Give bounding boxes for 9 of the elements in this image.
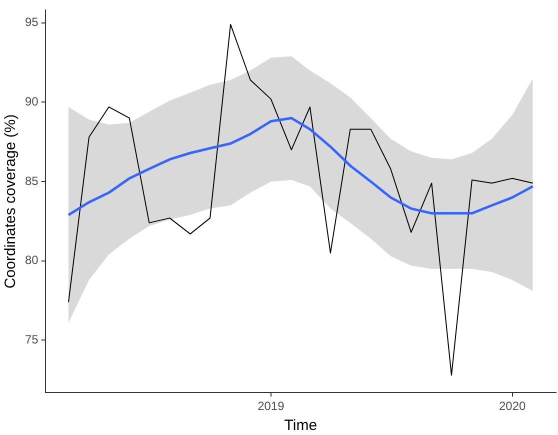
- y-tick-label: 75: [24, 332, 39, 347]
- y-tick-label: 85: [24, 174, 39, 188]
- x-tick-label: 2019: [258, 399, 285, 414]
- y-axis-title: Coordinates coverage (%): [2, 114, 20, 289]
- y-tick-label: 90: [24, 94, 39, 109]
- x-tick-label: 2020: [498, 399, 526, 414]
- y-tick-label: 95: [24, 15, 39, 30]
- y-tick-label: 80: [24, 253, 39, 268]
- x-axis-title: Time: [284, 417, 318, 434]
